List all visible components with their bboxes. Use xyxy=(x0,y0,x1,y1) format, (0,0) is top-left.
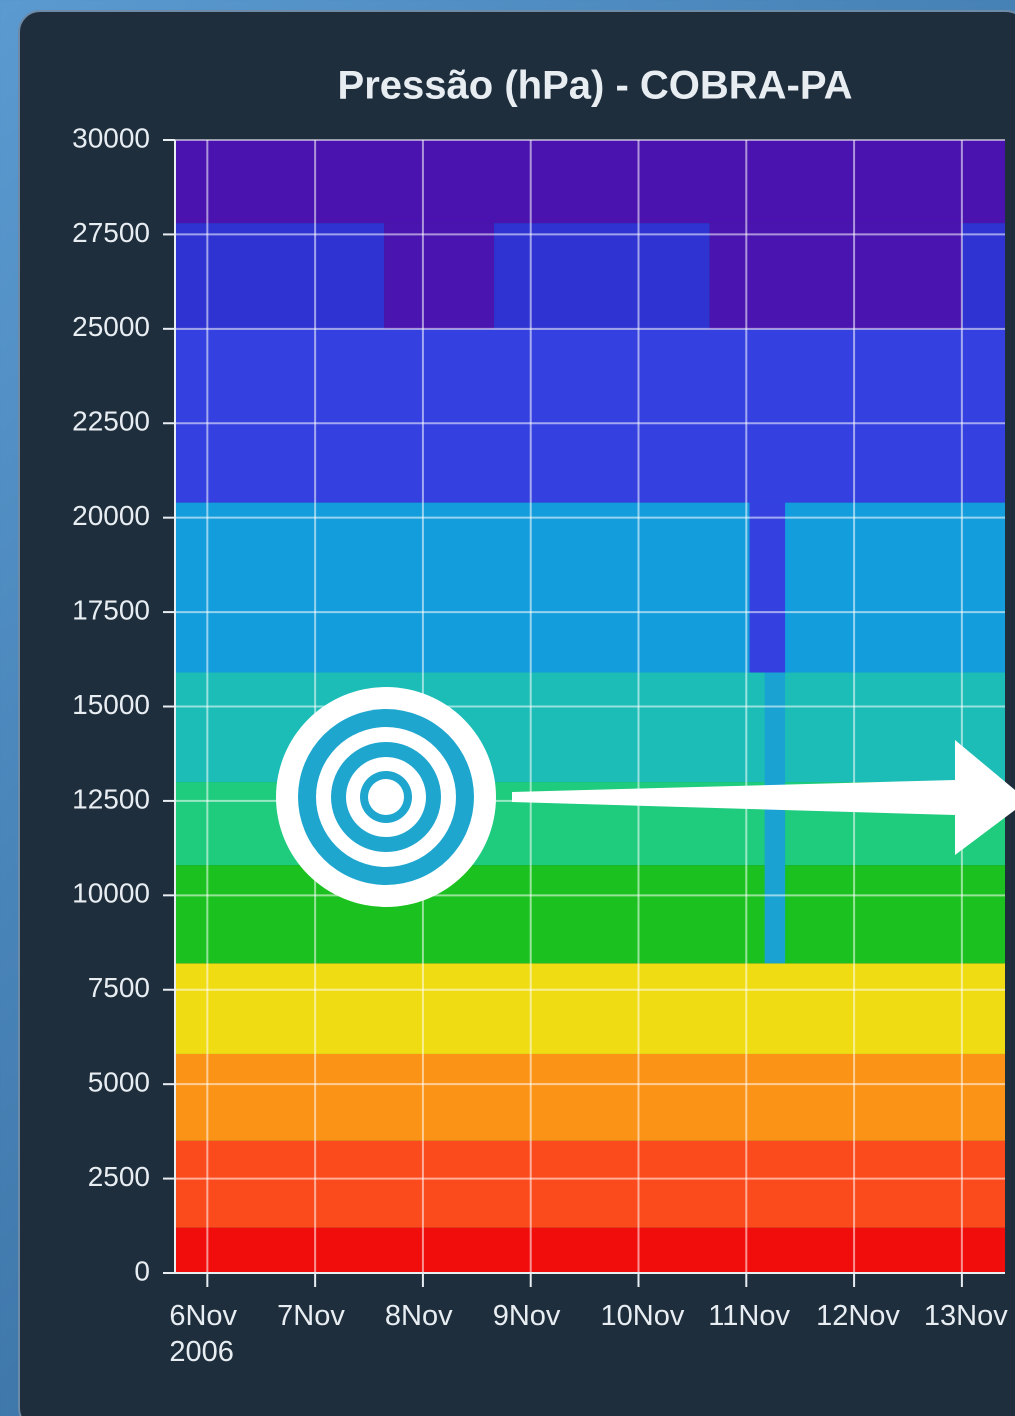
y-tick-label: 27500 xyxy=(72,217,150,248)
heat-cell xyxy=(384,223,495,329)
y-tick-label: 2500 xyxy=(88,1161,150,1192)
heat-cell xyxy=(175,963,1005,1054)
cells xyxy=(175,140,1005,1273)
y-tick-label: 22500 xyxy=(72,406,150,437)
y-tick-label: 10000 xyxy=(72,878,150,909)
heat-cell xyxy=(175,328,1005,503)
y-tick-label: 17500 xyxy=(72,594,150,625)
heat-cell xyxy=(709,223,962,329)
x-tick-label: 9Nov xyxy=(492,1300,561,1332)
target-overlay xyxy=(276,687,1015,907)
heat-cell xyxy=(749,502,786,673)
y-tick-label: 12500 xyxy=(72,783,150,814)
x-tick-label: 11Nov xyxy=(708,1300,790,1332)
heat-cell xyxy=(175,1227,1005,1273)
grid xyxy=(175,139,1005,1274)
y-tick-label: 0 xyxy=(134,1255,150,1286)
x-tick-label: 8Nov xyxy=(384,1300,453,1332)
x-tick-label: 7Nov xyxy=(277,1300,345,1332)
y-tick-label: 15000 xyxy=(72,689,150,720)
x-tick-label: 13Nov xyxy=(923,1300,1008,1332)
y-tick-label: 30000 xyxy=(72,122,150,153)
x-tick-label: 12Nov xyxy=(816,1300,900,1332)
x-tick-label: 10Nov xyxy=(600,1300,685,1332)
target-center xyxy=(368,779,404,815)
heat-cell xyxy=(961,223,1005,329)
heat-cell xyxy=(175,502,1005,673)
y-tick-label: 7500 xyxy=(88,972,150,1003)
heat-cell xyxy=(175,1053,1005,1141)
arrow xyxy=(512,740,1015,855)
heat-cell xyxy=(175,223,385,329)
x-tick-label: 6Nov 2006 xyxy=(169,1300,238,1368)
heat-cell xyxy=(175,140,1005,224)
heat-cell xyxy=(764,672,786,964)
y-tick-label: 5000 xyxy=(88,1067,150,1098)
y-tick-label: 25000 xyxy=(72,311,150,342)
heat-cell xyxy=(175,1140,1005,1228)
y-tick-label: 20000 xyxy=(72,500,150,531)
heat-cell xyxy=(175,865,1005,964)
chart-title: Pressão (hPa) - COBRA-PA xyxy=(338,64,853,108)
heat-cell xyxy=(494,223,710,329)
